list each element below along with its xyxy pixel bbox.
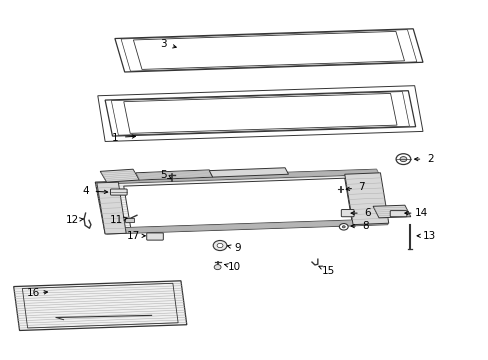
Text: 7: 7 (358, 182, 365, 192)
Polygon shape (97, 182, 126, 234)
Polygon shape (106, 219, 387, 234)
Text: 2: 2 (426, 154, 433, 164)
Polygon shape (100, 169, 139, 182)
Polygon shape (344, 173, 388, 225)
Polygon shape (105, 169, 378, 184)
Polygon shape (123, 178, 351, 230)
Polygon shape (105, 91, 415, 136)
Circle shape (217, 243, 223, 248)
Circle shape (395, 154, 410, 165)
Text: 5: 5 (160, 170, 167, 180)
Circle shape (213, 240, 226, 251)
Text: 10: 10 (228, 262, 241, 272)
Bar (124, 218, 134, 222)
Polygon shape (14, 281, 186, 330)
Text: 11: 11 (109, 215, 123, 225)
Text: 17: 17 (126, 231, 140, 241)
Polygon shape (136, 170, 212, 180)
Polygon shape (115, 29, 422, 72)
Text: 8: 8 (362, 221, 368, 231)
Text: 4: 4 (82, 186, 89, 196)
Text: 14: 14 (414, 208, 427, 218)
FancyBboxPatch shape (110, 189, 127, 195)
FancyBboxPatch shape (341, 210, 353, 217)
Circle shape (399, 157, 406, 162)
Text: 12: 12 (65, 215, 79, 225)
Text: 1: 1 (111, 132, 118, 143)
Polygon shape (95, 173, 386, 233)
Text: 6: 6 (364, 208, 370, 218)
Text: 3: 3 (160, 39, 167, 49)
Text: 15: 15 (321, 266, 335, 276)
Circle shape (342, 226, 345, 228)
Polygon shape (372, 205, 410, 218)
Circle shape (339, 224, 347, 230)
Text: 13: 13 (422, 231, 435, 241)
Polygon shape (209, 168, 288, 177)
Text: 16: 16 (26, 288, 40, 298)
Text: 9: 9 (234, 243, 241, 253)
FancyBboxPatch shape (146, 233, 163, 240)
FancyBboxPatch shape (389, 211, 406, 217)
Circle shape (214, 265, 221, 270)
